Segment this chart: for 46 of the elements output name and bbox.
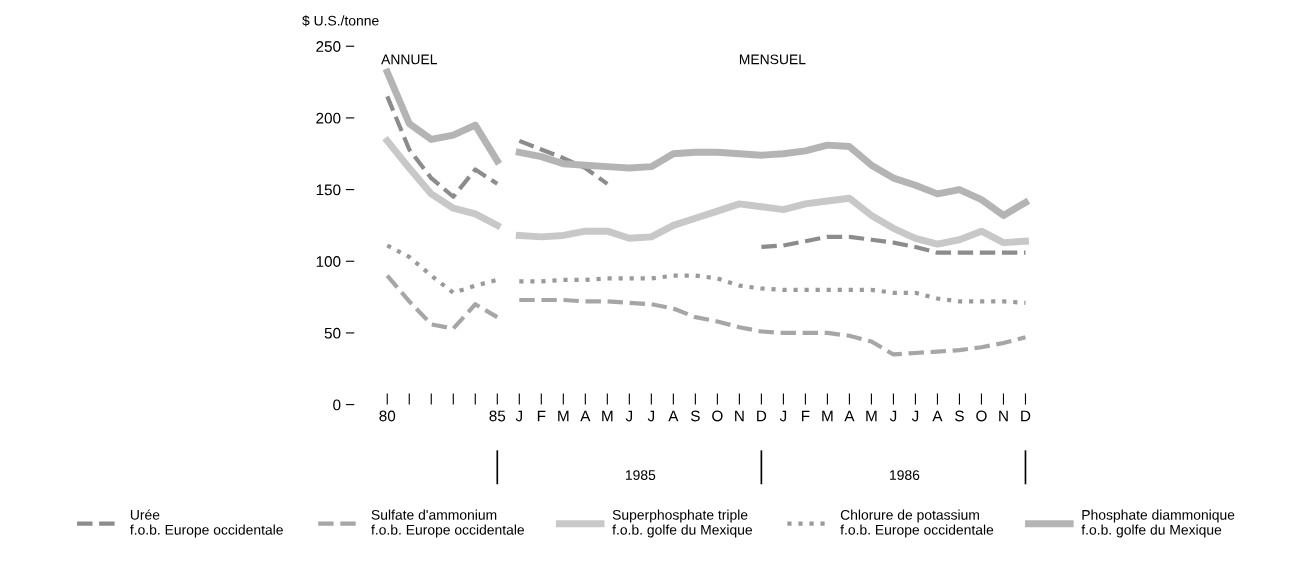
line-series xyxy=(385,94,500,199)
legend-label: Sulfate d'ammonium f.o.b. Europe occidentale xyxy=(371,509,525,538)
x-tick-label: F xyxy=(537,410,546,422)
x-tick-label: S xyxy=(955,410,964,422)
line-series xyxy=(517,297,1028,357)
line-series xyxy=(385,273,500,331)
x-tick-label: A xyxy=(844,410,855,422)
x-tick-label: J xyxy=(515,410,522,422)
text: 1986 xyxy=(890,470,920,480)
legend-label: Urée f.o.b. Europe occidentale xyxy=(130,509,283,538)
y-tick-label: 150 xyxy=(316,184,341,196)
x-tick-label: N xyxy=(999,410,1008,422)
line-series xyxy=(517,273,1028,305)
annotation: ANNUEL xyxy=(381,54,437,65)
y-axis-title: $ U.S./tonne xyxy=(302,15,379,27)
x-tick-label: M xyxy=(602,410,613,422)
x-tick-label: A xyxy=(932,410,943,422)
legend-label: Phosphate diammonique f.o.b. golfe du Mexique xyxy=(1081,509,1235,538)
y-tick-label: 200 xyxy=(316,112,341,124)
x-tick-label: F xyxy=(801,410,810,422)
x-tick-label: D xyxy=(757,410,767,422)
x-tick-label: M xyxy=(866,410,877,422)
annotation: MENSUEL xyxy=(739,54,806,65)
y-tick-label: 0 xyxy=(333,399,341,411)
x-tick-label: J xyxy=(647,410,655,422)
legend-label: Superphosphate triple f.o.b. golfe du Mexique xyxy=(612,509,753,538)
y-tick-label: 100 xyxy=(316,256,341,267)
text: 1985 xyxy=(625,470,656,480)
x-tick-label: J xyxy=(889,410,897,422)
x-tick-label: S xyxy=(690,410,700,422)
x-tick-label: J xyxy=(625,410,633,422)
x-tick-label: A xyxy=(580,410,591,422)
x-tick-label: A xyxy=(668,410,679,422)
x-tick-label: M xyxy=(822,410,833,422)
legend-label: Chlorure de potassium f.o.b. Europe occidentale xyxy=(840,509,994,538)
x-tick-label: J xyxy=(779,410,787,422)
x-tick-label: N xyxy=(735,410,744,422)
x-tick-label: D xyxy=(1021,410,1031,422)
x-tick-label: 80 xyxy=(379,410,396,422)
x-tick-label: M xyxy=(558,410,569,422)
x-tick-label: O xyxy=(712,410,723,422)
x-tick-label: J xyxy=(911,410,919,422)
y-tick-label: 250 xyxy=(316,41,341,52)
y-tick-label: 50 xyxy=(324,327,341,339)
x-tick-label: O xyxy=(976,410,987,422)
x-tick-label: 85 xyxy=(489,410,506,422)
